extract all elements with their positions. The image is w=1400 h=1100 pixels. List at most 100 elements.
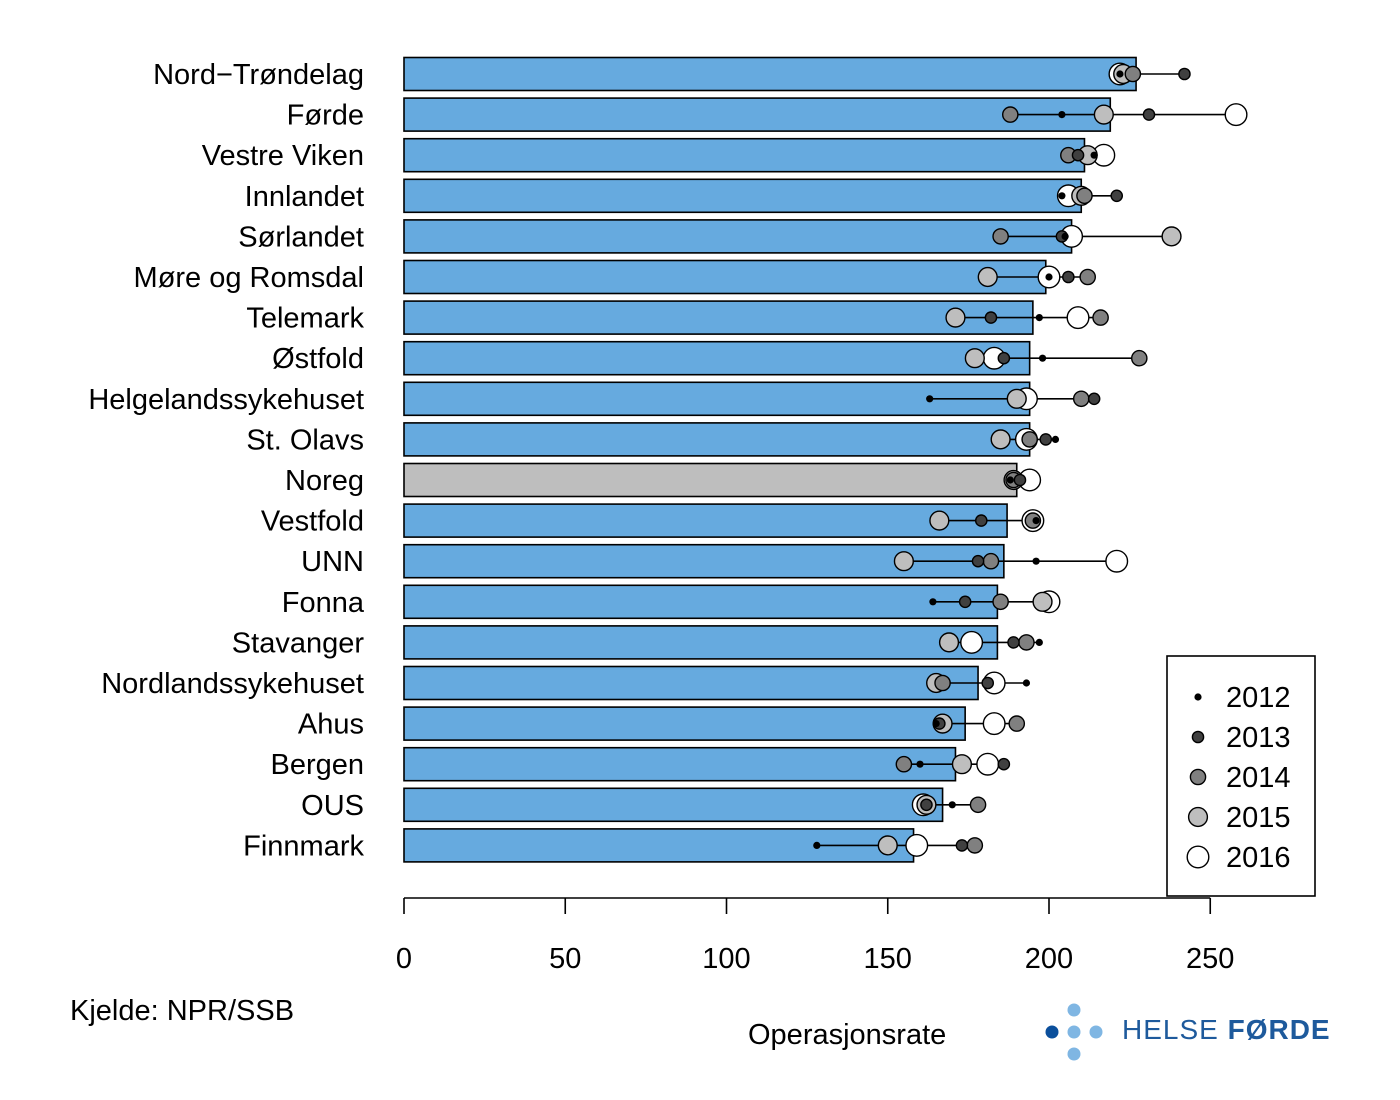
category-label-bergen: Bergen bbox=[270, 749, 364, 781]
point-stavanger-2015 bbox=[938, 632, 960, 653]
point-unn-2014 bbox=[982, 552, 1000, 570]
point-telemark-2015 bbox=[945, 307, 966, 328]
point-finnmark-2016 bbox=[905, 833, 929, 857]
category-label-fonna: Fonna bbox=[282, 587, 365, 619]
legend-marker-2013 bbox=[1191, 730, 1205, 744]
bar-vestre-viken bbox=[403, 137, 1086, 173]
bars-layer bbox=[403, 56, 1137, 863]
bar-noreg bbox=[403, 462, 1018, 498]
point-ous-2014 bbox=[969, 796, 987, 814]
point-ahus-2012 bbox=[932, 720, 940, 728]
point-unn-2015 bbox=[893, 551, 914, 572]
point-stavanger-2014 bbox=[1018, 634, 1035, 651]
logo-dots-icon bbox=[1045, 1003, 1103, 1061]
logo-text-light: HELSE bbox=[1122, 1014, 1228, 1045]
point-unn-2016 bbox=[1105, 549, 1129, 573]
point-bergen-2013 bbox=[997, 757, 1011, 771]
point-helgelandssykehuset-2014 bbox=[1072, 390, 1090, 408]
category-label-s-rlandet: Sørlandet bbox=[238, 221, 364, 253]
bar-fonna bbox=[403, 584, 999, 620]
category-label-st-olavs: St. Olavs bbox=[246, 424, 364, 456]
bar-ous bbox=[403, 787, 944, 823]
bar-ahus bbox=[403, 706, 966, 741]
legend-marker-2014 bbox=[1189, 768, 1207, 786]
point-ous-2012 bbox=[948, 801, 956, 809]
legend-label-2014: 2014 bbox=[1226, 762, 1291, 794]
point-f-rde-2014 bbox=[1002, 106, 1019, 123]
x-tick-label-200: 200 bbox=[1025, 943, 1073, 975]
bar-m-re-og-romsdal bbox=[403, 259, 1047, 295]
point-nordlandssykehuset-2014 bbox=[934, 674, 951, 692]
bar-stfold bbox=[403, 340, 1031, 376]
point-finnmark-2013 bbox=[955, 839, 969, 852]
point-telemark-2014 bbox=[1092, 309, 1109, 326]
category-label-f-rde: Førde bbox=[287, 100, 364, 132]
point-finnmark-2012 bbox=[813, 841, 821, 850]
point-ahus-2016 bbox=[982, 712, 1006, 736]
bar-telemark bbox=[403, 300, 1034, 335]
helse-forde-logo: HELSE FØRDE bbox=[1040, 1000, 1340, 1064]
point-s-rlandet-2012 bbox=[1061, 232, 1069, 240]
point-helgelandssykehuset-2012 bbox=[926, 395, 934, 403]
bar-nordlandssykehuset bbox=[403, 665, 979, 701]
point-nordlandssykehuset-2012 bbox=[1022, 679, 1031, 687]
point-unn-2013 bbox=[971, 554, 985, 568]
legend-marker-2016 bbox=[1186, 845, 1210, 869]
category-label-helgelandssykehuset: Helgelandssykehuset bbox=[88, 384, 364, 416]
category-label-telemark: Telemark bbox=[246, 303, 364, 335]
legend-label-2016: 2016 bbox=[1226, 842, 1291, 874]
category-label-noreg: Noreg bbox=[285, 465, 364, 497]
point-f-rde-2016 bbox=[1224, 103, 1248, 127]
bar-f-rde bbox=[403, 97, 1112, 132]
point-ous-2013 bbox=[920, 798, 933, 812]
point-st-olavs-2013 bbox=[1039, 433, 1053, 446]
point-stavanger-2012 bbox=[1035, 638, 1043, 647]
point-innlandet-2013 bbox=[1110, 189, 1124, 203]
x-tick-label-50: 50 bbox=[549, 943, 581, 975]
legend: 2012 2013 2014 2015 2016 bbox=[1166, 655, 1316, 897]
x-tick-label-150: 150 bbox=[864, 943, 912, 975]
bar-st-olavs bbox=[403, 422, 1031, 457]
point-bergen-2016 bbox=[976, 752, 1000, 776]
point-telemark-2013 bbox=[984, 311, 998, 324]
point-vestfold-2013 bbox=[974, 514, 988, 527]
point-telemark-2016 bbox=[1066, 306, 1090, 330]
legend-marker-2015 bbox=[1187, 806, 1209, 828]
point-fonna-2013 bbox=[958, 595, 972, 609]
point-noreg-2012 bbox=[1006, 476, 1014, 484]
point-m-re-og-romsdal-2014 bbox=[1079, 268, 1096, 286]
category-label-unn: UNN bbox=[301, 546, 364, 578]
point-ahus-2014 bbox=[1008, 715, 1026, 732]
x-tick-label-0: 0 bbox=[396, 943, 412, 975]
point-finnmark-2015 bbox=[877, 835, 898, 856]
x-axis: 0 50 100 150 200 250 bbox=[396, 897, 1234, 975]
point-bergen-2015 bbox=[951, 754, 973, 775]
category-label-nordlandssykehuset: Nordlandssykehuset bbox=[101, 668, 364, 700]
legend-label-2012: 2012 bbox=[1226, 682, 1291, 714]
point-st-olavs-2014 bbox=[1021, 431, 1038, 448]
point-helgelandssykehuset-2013 bbox=[1087, 392, 1101, 406]
category-label-vestre-viken: Vestre Viken bbox=[202, 140, 364, 172]
point-telemark-2012 bbox=[1035, 314, 1043, 322]
legend-marker-2012 bbox=[1194, 693, 1202, 701]
point-stfold-2014 bbox=[1131, 349, 1148, 367]
point-fonna-2012 bbox=[929, 598, 937, 606]
point-nord-tr-ndelag-2014 bbox=[1124, 65, 1142, 83]
point-f-rde-2012 bbox=[1058, 111, 1066, 119]
category-label-ous: OUS bbox=[301, 790, 364, 822]
x-axis-title: Operasjonsrate bbox=[748, 1019, 947, 1051]
point-st-olavs-2015 bbox=[990, 429, 1011, 450]
point-bergen-2012 bbox=[916, 760, 924, 768]
bar-vestfold bbox=[403, 503, 1008, 538]
point-noreg-2013 bbox=[1013, 473, 1027, 487]
category-label-stfold: Østfold bbox=[272, 343, 364, 375]
category-label-stavanger: Stavanger bbox=[232, 627, 365, 659]
category-label-finnmark: Finnmark bbox=[243, 830, 364, 862]
point-stavanger-2013 bbox=[1007, 636, 1020, 649]
point-s-rlandet-2014 bbox=[992, 228, 1009, 245]
category-label-nord-tr-ndelag: Nord−Trøndelag bbox=[153, 59, 364, 91]
point-stavanger-2016 bbox=[960, 630, 984, 654]
point-finnmark-2014 bbox=[966, 837, 984, 854]
category-label-innlandet: Innlandet bbox=[245, 181, 364, 213]
